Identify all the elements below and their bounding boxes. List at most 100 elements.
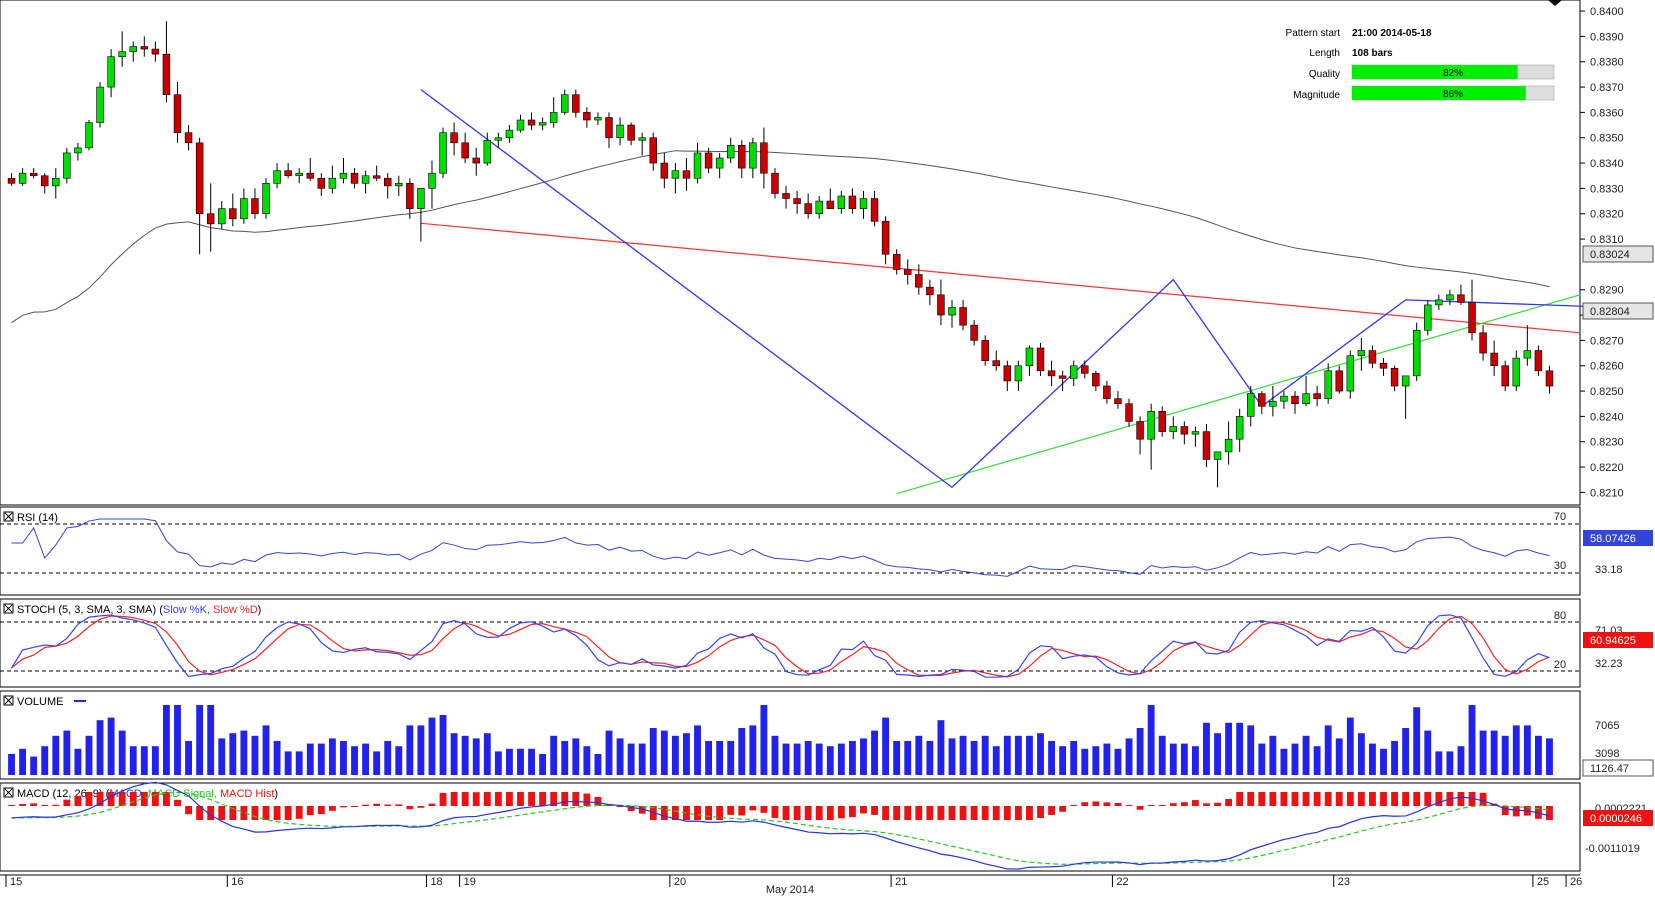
- volume-bar: [694, 725, 701, 775]
- candle-down: [1058, 375, 1067, 379]
- pattern-start-label: Pattern start: [1286, 28, 1341, 39]
- macd-hist-bar: [251, 806, 259, 820]
- volume-bar: [417, 725, 425, 775]
- scroll-marker-icon[interactable]: [1548, 0, 1562, 6]
- volume-bar: [705, 741, 713, 775]
- volume-bar: [196, 705, 204, 775]
- candle-up: [85, 122, 93, 149]
- candle-up: [483, 139, 492, 164]
- macd-hist-bar: [406, 806, 414, 810]
- rsi-close-icon[interactable]: [4, 512, 13, 521]
- macd-hist-bar: [340, 806, 347, 808]
- macd-hist-bar: [218, 806, 226, 820]
- stoch-collapse-icon[interactable]: [3, 603, 14, 614]
- macd-hist-bar: [163, 792, 170, 806]
- volume-bar: [1059, 746, 1067, 775]
- candle-up: [1269, 400, 1277, 407]
- macd-hist-bar: [207, 806, 215, 820]
- volume-bar: [207, 705, 215, 775]
- macd-hist-bar: [738, 806, 746, 816]
- candle-down: [738, 145, 746, 169]
- macd-hist-bar: [616, 806, 624, 807]
- volume-bar: [1014, 735, 1022, 775]
- volume-bar: [1424, 730, 1432, 775]
- macd-hist-bar: [671, 806, 679, 820]
- macd-hist-bar: [860, 806, 867, 814]
- time-axis: 15 16 18 19 20 21 22 23 25 26: [0, 874, 1582, 888]
- candle-up: [1014, 365, 1023, 382]
- macd-hist-bar: [1048, 806, 1056, 815]
- candle-up: [395, 183, 403, 187]
- volume-bar: [1335, 738, 1343, 775]
- volume-bar: [1457, 746, 1465, 775]
- macd-hist-bar: [716, 806, 724, 820]
- macd-hist-bar: [450, 792, 458, 806]
- volume-bar: [229, 733, 237, 775]
- volume-collapse-icon[interactable]: [3, 695, 14, 706]
- macd-hist-bar: [804, 806, 812, 820]
- volume-bar: [163, 705, 170, 775]
- candle-down: [372, 175, 381, 179]
- macd-hist-bar: [1302, 792, 1310, 806]
- candle-down: [184, 132, 193, 144]
- rsi-level-70-label: 70: [1554, 511, 1566, 523]
- candle-down: [306, 172, 314, 179]
- volume-bar: [671, 735, 679, 775]
- volume-bar: [1402, 728, 1410, 775]
- stoch-extra: 32.23: [1595, 658, 1623, 670]
- macd-hist-bar: [1247, 792, 1255, 806]
- volume-bar: [340, 741, 347, 775]
- candle-down: [1291, 395, 1299, 405]
- macd-hist-bar: [107, 792, 115, 806]
- candle-down: [1368, 350, 1377, 364]
- volume-close-icon[interactable]: [4, 696, 13, 705]
- candle-up: [1357, 350, 1366, 356]
- macd-hist-bar: [1479, 792, 1487, 806]
- volume-value-box: [1582, 759, 1654, 777]
- candle-up: [129, 46, 137, 52]
- volume-bar: [351, 746, 358, 775]
- candle-up: [52, 177, 60, 187]
- day-label: 21: [895, 876, 907, 888]
- volume-bar: [63, 730, 71, 775]
- candle-up: [1302, 393, 1310, 405]
- candle-down: [527, 119, 536, 126]
- candle-down: [1313, 393, 1321, 399]
- rsi-value: 58.07426: [1590, 533, 1636, 545]
- magnitude-label: Magnitude: [1293, 90, 1340, 101]
- candlestick-series: [7, 21, 1554, 488]
- volume-bar: [1413, 707, 1421, 775]
- candle-up: [439, 132, 447, 174]
- price-tick-label: 0.8340: [1590, 158, 1624, 170]
- candle-up: [638, 137, 646, 141]
- macd-hist-bar: [1291, 792, 1299, 806]
- macd-hist-bar: [760, 806, 768, 813]
- price-tick-label: 0.8400: [1590, 6, 1624, 18]
- quality-bar-fill: [1352, 65, 1518, 79]
- candle-up: [63, 152, 71, 179]
- macd-hist-bar: [893, 806, 901, 820]
- macd-hist-bar: [871, 806, 878, 815]
- candle-up: [107, 56, 115, 88]
- volume-bar: [8, 754, 15, 775]
- macd-collapse-icon[interactable]: [3, 787, 14, 798]
- candle-up: [616, 124, 624, 139]
- macd-hist-bar: [793, 806, 801, 820]
- volume-bar: [1512, 725, 1520, 775]
- stoch-close-icon[interactable]: [4, 604, 13, 613]
- rsi-collapse-icon[interactable]: [3, 511, 14, 522]
- stoch-panel: STOCH (5, 3, SMA, 3, SMA) (Slow %K, Slow…: [0, 598, 1653, 688]
- volume-bar: [550, 735, 558, 775]
- volume-bar: [804, 741, 812, 775]
- volume-bar: [218, 738, 226, 775]
- candle-down: [870, 198, 879, 222]
- macd-hist-bar: [174, 799, 181, 806]
- macd-close-icon[interactable]: [4, 788, 13, 797]
- macd-hist-bar: [19, 804, 27, 806]
- month-label: May 2014: [766, 884, 814, 896]
- volume-bar: [328, 738, 336, 775]
- price-tick-label: 0.8350: [1590, 133, 1624, 145]
- volume-bar: [1125, 738, 1133, 775]
- price-tick-label: 0.8390: [1590, 31, 1624, 43]
- volume-bar: [771, 735, 779, 775]
